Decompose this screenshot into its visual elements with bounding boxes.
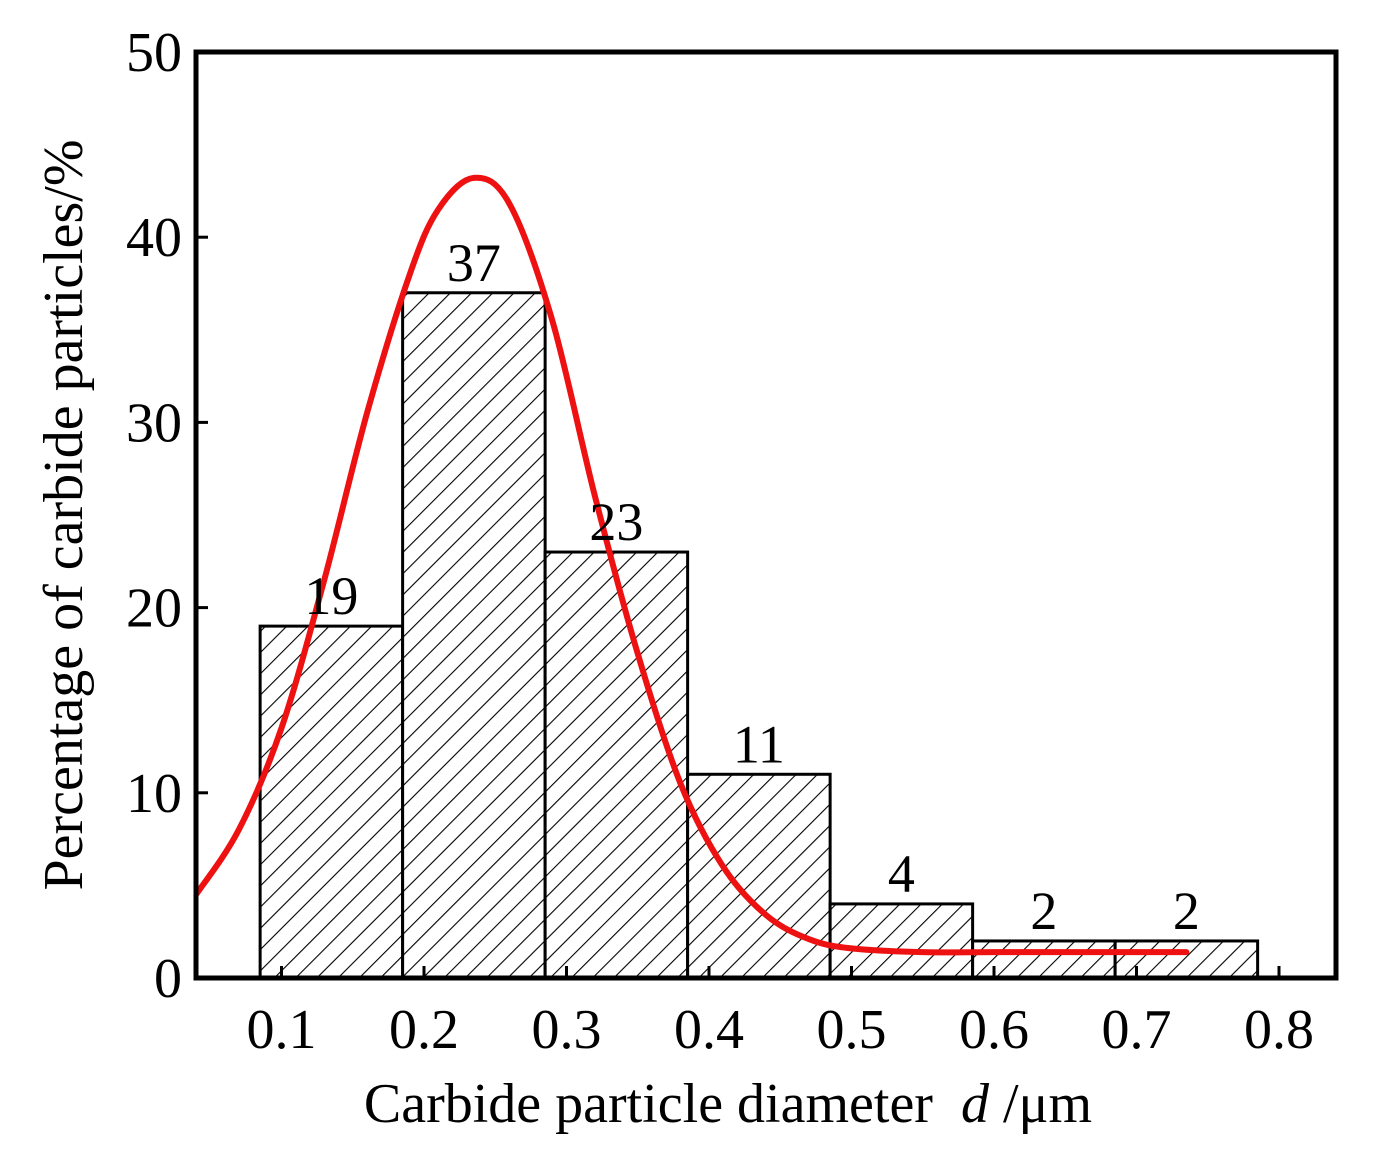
- x-tick-label-7: 0.7: [1102, 999, 1172, 1061]
- y-tick-label-3: 20: [126, 578, 182, 640]
- y-tick-label-6: 50: [126, 22, 182, 84]
- x-tick-label-2: 0.2: [389, 999, 459, 1061]
- bar-2: [401, 291, 547, 980]
- bar-1: [258, 624, 405, 980]
- y-tick-label-5: 40: [126, 207, 182, 269]
- y-tick-label-1: 0: [154, 948, 182, 1010]
- data-label-4: 11: [733, 714, 785, 774]
- y-tick-label-2: 10: [126, 763, 182, 825]
- x-tick-label-4: 0.4: [674, 999, 744, 1061]
- x-tick-label-3: 0.3: [532, 999, 602, 1061]
- x-axis-title-text: Carbide particle diameter: [364, 1073, 933, 1135]
- x-tick-label-6: 0.6: [959, 999, 1029, 1061]
- plot-frame: [193, 49, 1339, 981]
- bar-3: [543, 550, 690, 980]
- data-label-3: 23: [589, 492, 643, 552]
- data-label-2: 37: [447, 233, 501, 293]
- x-tick-label-1: 0.1: [247, 999, 317, 1061]
- x-axis-title-variable: d: [961, 1073, 990, 1135]
- data-label-1: 19: [304, 566, 358, 626]
- y-axis-title: Percentage of carbide particles/%: [33, 140, 95, 891]
- data-label-5: 4: [888, 844, 915, 904]
- fit-curve: [196, 174, 1190, 956]
- x-axis-title: Carbide particle diameter d /μm: [364, 1073, 1092, 1135]
- data-label-7: 2: [1173, 881, 1200, 941]
- bar-5: [828, 902, 975, 980]
- y-tick-label-4: 30: [126, 392, 182, 454]
- x-tick-label-8: 0.8: [1244, 999, 1314, 1061]
- x-axis-title-unit: /μm: [1003, 1073, 1092, 1135]
- data-label-6: 2: [1030, 881, 1057, 941]
- bar-4: [686, 772, 832, 980]
- x-tick-label-5: 0.5: [817, 999, 887, 1061]
